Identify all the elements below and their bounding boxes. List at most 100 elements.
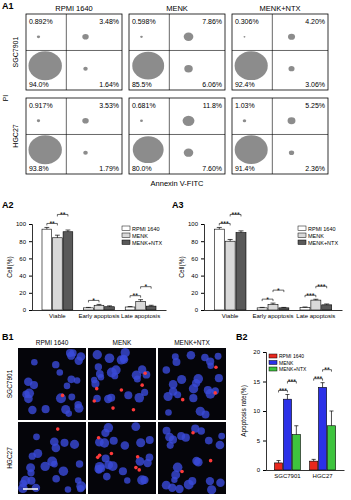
nucleus xyxy=(59,466,69,476)
quadrant-percentage: 85.5% xyxy=(132,81,152,88)
bar xyxy=(283,399,291,470)
bar xyxy=(311,300,321,310)
error-bar xyxy=(324,303,329,305)
bar xyxy=(327,426,335,470)
flow-panel: 0.306%4.20%92.4%3.06% xyxy=(232,14,328,90)
bar xyxy=(274,463,282,470)
apoptotic-signal xyxy=(111,406,115,410)
y-tick-label: 15 xyxy=(253,379,260,385)
legend-swatch xyxy=(122,240,130,245)
y-tick: 60 xyxy=(191,256,204,262)
nucleus xyxy=(19,480,27,488)
panel-label: B1 xyxy=(2,332,14,342)
nucleus xyxy=(163,427,171,435)
y-tick: 60 xyxy=(19,256,32,262)
bar xyxy=(318,387,326,470)
quadrant-percentage: 80.0% xyxy=(132,165,152,172)
panel-label: B2 xyxy=(236,332,248,342)
y-axis-title: Cell(%) xyxy=(178,256,186,277)
cell-populations xyxy=(133,116,195,163)
error-bar xyxy=(329,411,333,426)
significance-label: *** xyxy=(279,387,287,394)
quadrant-gate xyxy=(129,50,225,51)
bar xyxy=(146,306,156,310)
bar xyxy=(257,308,267,310)
bar xyxy=(279,308,289,310)
bar xyxy=(292,435,300,470)
nucleus xyxy=(121,441,129,449)
flow-panel: 0.917%3.53%93.8%1.79% xyxy=(26,98,122,174)
nucleus xyxy=(33,433,40,440)
nucleus xyxy=(192,379,200,387)
nucleus xyxy=(196,407,205,416)
quadrant-percentage: 91.4% xyxy=(235,165,255,172)
y-axis: 020406080100 xyxy=(188,221,205,313)
x-tick: SGC7901 xyxy=(274,473,301,479)
significance-label: *** xyxy=(231,211,239,218)
error-bar xyxy=(55,235,60,238)
nucleus xyxy=(93,395,101,403)
nucleus xyxy=(165,409,172,416)
significance-label: *** xyxy=(306,292,314,299)
legend-swatch xyxy=(269,361,277,365)
nucleus xyxy=(134,375,141,382)
bar-chart: 020406080100ViableEarly apoptosisLate ap… xyxy=(178,211,343,319)
legend: RPMI 1640MENKMENK+NTX xyxy=(269,353,307,372)
bar xyxy=(136,301,146,310)
y-tick-mark xyxy=(263,352,266,353)
cell-population xyxy=(37,119,40,122)
cell-population xyxy=(132,52,164,80)
quadrant-percentage: 0.598% xyxy=(132,18,156,25)
x-tick-label: Early apoptosis xyxy=(252,313,293,319)
nucleus xyxy=(169,436,177,444)
apoptotic-signal xyxy=(98,454,102,458)
cell-population xyxy=(83,151,88,155)
cell-population xyxy=(183,116,195,126)
y-tick-label: 80 xyxy=(19,239,26,245)
bar-chart: 020406080100ViableEarly apoptosisLate ap… xyxy=(6,211,167,319)
nucleus xyxy=(74,401,82,409)
nucleus xyxy=(177,432,185,440)
apoptotic-signal xyxy=(56,427,60,431)
y-tick-mark xyxy=(201,276,204,277)
significance-label: *** xyxy=(288,378,296,385)
x-tick: Viable xyxy=(49,313,66,319)
nucleus xyxy=(56,393,66,403)
column-title: MENK xyxy=(113,339,132,346)
row-label: HGC27 xyxy=(6,447,13,469)
y-tick: 80 xyxy=(19,239,32,245)
quadrant-percentage: 3.06% xyxy=(305,81,325,88)
bar xyxy=(300,307,310,310)
cell-populations xyxy=(28,118,88,164)
cell-population xyxy=(37,35,40,38)
nucleus xyxy=(134,393,144,403)
y-axis-title: Cell(%) xyxy=(6,256,14,277)
nucleus xyxy=(60,439,68,447)
nucleus xyxy=(188,477,196,485)
cell-population xyxy=(184,149,194,157)
significance-label: ** xyxy=(49,220,55,227)
nucleus xyxy=(212,387,219,394)
flow-panel: 0.681%11.8%80.0%7.60% xyxy=(129,98,225,174)
error-bar xyxy=(217,227,222,229)
apoptotic-signal xyxy=(137,468,141,472)
legend: RPMI 1640MENKMENK+NTX xyxy=(298,226,338,246)
panel-frame xyxy=(232,14,328,90)
micrograph xyxy=(88,348,156,420)
y-tick: 100 xyxy=(188,221,204,227)
micrograph-background xyxy=(88,348,156,420)
nucleus xyxy=(96,467,103,474)
nucleus xyxy=(172,358,180,366)
x-tick-label: Late apoptosis xyxy=(121,313,160,319)
y-tick: 40 xyxy=(191,273,204,279)
nucleus xyxy=(61,405,70,414)
error-bar xyxy=(228,239,233,241)
quadrant-percentage: 0.917% xyxy=(29,102,53,109)
nucleus xyxy=(33,449,42,458)
cell-populations xyxy=(132,33,193,80)
error-bar xyxy=(128,306,133,307)
nucleus xyxy=(76,481,86,491)
quadrant-percentage: 2.36% xyxy=(305,165,325,172)
y-tick-mark xyxy=(29,293,32,294)
legend-label: RPMI 1640 xyxy=(308,226,336,232)
